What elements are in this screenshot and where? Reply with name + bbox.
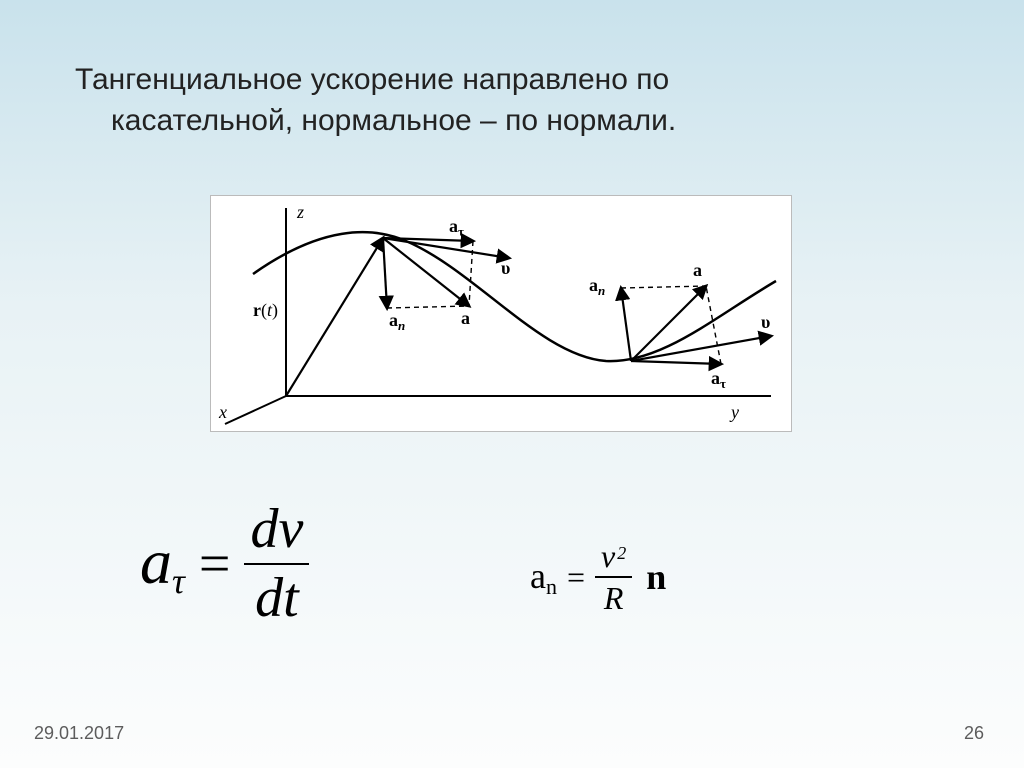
vector-diagram: z y x r(t) aτ υ an a bbox=[210, 195, 792, 432]
p1-dash-2 bbox=[387, 306, 469, 308]
eq2-fraction: v2 R bbox=[595, 540, 632, 614]
axis-y-label: y bbox=[729, 402, 739, 422]
diagram-svg: z y x r(t) aτ υ an a bbox=[211, 196, 791, 431]
eq2-n-vector: n bbox=[632, 556, 666, 598]
p1-label-v: υ bbox=[501, 258, 510, 278]
eq2-lhs-sub: n bbox=[546, 574, 557, 599]
footer-page-number: 26 bbox=[964, 723, 984, 744]
title-line-2: касательной, нормальное – по нормали. bbox=[75, 101, 949, 142]
label-r: r(t) bbox=[253, 300, 278, 321]
eq1-numerator: dv bbox=[244, 500, 309, 559]
axis-z-label: z bbox=[296, 202, 304, 222]
p1-label-a-n: an bbox=[389, 310, 405, 333]
eq2-lhs-var: a bbox=[530, 556, 546, 596]
slide-title: Тангенциальное ускорение направлено по к… bbox=[75, 60, 949, 141]
eq1-frac-bar bbox=[244, 563, 309, 565]
eq1-equals: = bbox=[185, 532, 245, 596]
eq2-frac-bar bbox=[595, 576, 632, 578]
p2-label-a-tau: aτ bbox=[711, 368, 726, 391]
axis-x bbox=[225, 396, 286, 424]
p2-vector-a-tau bbox=[631, 361, 721, 364]
footer-date: 29.01.2017 bbox=[34, 723, 124, 744]
eq2-numerator: v2 bbox=[595, 540, 632, 572]
p1-label-a: a bbox=[461, 308, 470, 328]
title-line-1: Тангенциальное ускорение направлено по bbox=[75, 60, 949, 101]
p2-label-a: a bbox=[693, 260, 702, 280]
p2-dash-2 bbox=[621, 286, 706, 288]
eq2-equals: = bbox=[557, 559, 595, 596]
axis-x-label: x bbox=[218, 402, 227, 422]
p2-label-a-n: an bbox=[589, 275, 605, 298]
p2-vector-a-n bbox=[621, 288, 631, 361]
p1-vector-a-n bbox=[383, 238, 387, 308]
eq1-lhs-var: a bbox=[140, 526, 172, 597]
equation-normal: an = v2 R n bbox=[530, 540, 666, 614]
p2-label-v: υ bbox=[761, 312, 770, 332]
slide: Тангенциальное ускорение направлено по к… bbox=[0, 0, 1024, 768]
vector-r bbox=[286, 238, 383, 396]
eq1-denominator: dt bbox=[244, 569, 309, 628]
eq2-denominator: R bbox=[595, 582, 632, 614]
p1-label-a-tau: aτ bbox=[449, 216, 464, 239]
equation-tangential: aτ = dv dt bbox=[140, 500, 309, 628]
equations-area: aτ = dv dt an = v2 R n bbox=[0, 500, 1024, 680]
eq1-fraction: dv dt bbox=[244, 500, 309, 628]
trajectory-curve bbox=[253, 232, 776, 361]
eq1-lhs-sub: τ bbox=[172, 561, 185, 601]
